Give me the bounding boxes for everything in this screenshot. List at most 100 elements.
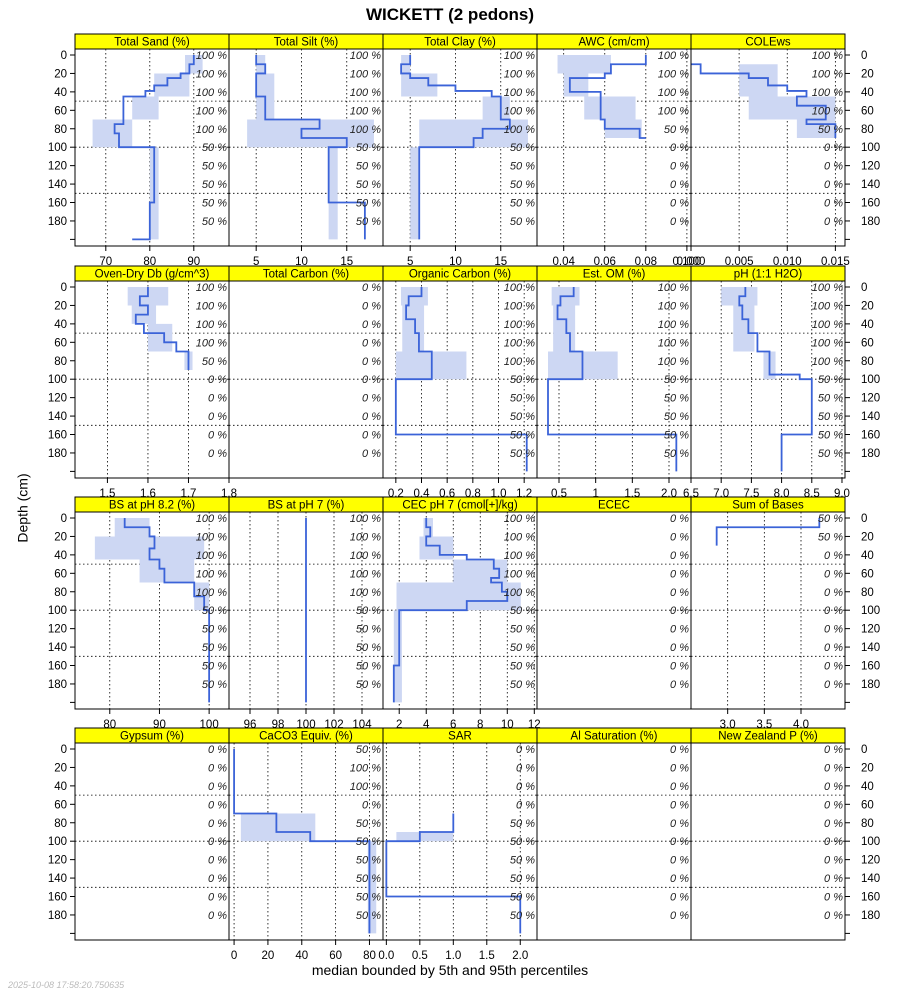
x-tick-label: 2 xyxy=(396,719,402,731)
percent-label: 0 % xyxy=(824,550,843,562)
median-line xyxy=(113,55,195,241)
y-tick-label: 20 xyxy=(861,68,874,80)
panel-title: COLEws xyxy=(745,37,791,49)
y-tick-label: 140 xyxy=(861,179,880,191)
percent-label: 0 % xyxy=(670,781,689,793)
y-tick-label: 40 xyxy=(54,781,67,793)
percent-label: 100 % xyxy=(350,568,381,580)
percent-label: 100 % xyxy=(196,50,227,62)
y-tick-label: 120 xyxy=(48,624,67,636)
percent-label: 0 % xyxy=(824,605,843,617)
percent-label: 50 % xyxy=(202,624,227,636)
percent-label: 0 % xyxy=(824,762,843,774)
panel-title: AWC (cm/cm) xyxy=(578,37,649,49)
y-tick-label: 0 xyxy=(61,50,67,62)
percent-label: 0 % xyxy=(208,836,227,848)
percent-label: 0 % xyxy=(824,873,843,885)
y-tick-label: 20 xyxy=(54,68,67,80)
percent-label: 50 % xyxy=(818,531,843,543)
percent-label: 100 % xyxy=(196,550,227,562)
percent-label: 50 % xyxy=(510,624,535,636)
y-tick-label: 180 xyxy=(48,679,67,691)
percent-label: 0 % xyxy=(670,818,689,830)
percent-label: 0 % xyxy=(362,319,381,331)
percent-label: 100 % xyxy=(504,319,535,331)
x-tick-label: 0 xyxy=(231,950,237,962)
panel-title: Sum of Bases xyxy=(732,500,804,512)
percent-label: 50 % xyxy=(510,892,535,904)
percent-label: 0 % xyxy=(208,818,227,830)
percent-label: 100 % xyxy=(812,105,843,117)
percent-label: 0 % xyxy=(670,179,689,191)
percent-label: 0 % xyxy=(824,892,843,904)
y-tick-label: 60 xyxy=(861,337,874,349)
x-tick-label: 0.06 xyxy=(594,256,616,268)
percent-label: 50 % xyxy=(818,124,843,136)
x-tick-label: 0.010 xyxy=(773,256,802,268)
percent-label: 100 % xyxy=(504,531,535,543)
x-tick-label: 0.005 xyxy=(725,256,754,268)
percent-label: 0 % xyxy=(824,744,843,756)
y-tick-label: 160 xyxy=(48,430,67,442)
y-tick-label: 180 xyxy=(861,679,880,691)
percent-label: 100 % xyxy=(504,50,535,62)
percent-label: 0 % xyxy=(824,216,843,228)
panel-title: Organic Carbon (%) xyxy=(409,269,511,281)
percent-label: 100 % xyxy=(658,337,689,349)
y-tick-label: 80 xyxy=(861,818,874,830)
percent-label: 0 % xyxy=(208,430,227,442)
x-tick-label: 10 xyxy=(449,256,462,268)
percent-label: 0 % xyxy=(670,142,689,154)
percent-label: 100 % xyxy=(504,337,535,349)
y-tick-label: 120 xyxy=(861,855,880,867)
y-tick-label: 80 xyxy=(54,818,67,830)
x-tick-label: 80 xyxy=(143,256,156,268)
percent-label: 0 % xyxy=(824,799,843,811)
percent-label: 0 % xyxy=(824,679,843,691)
percent-label: 100 % xyxy=(658,356,689,368)
percent-label: 100 % xyxy=(504,87,535,99)
y-tick-label: 40 xyxy=(54,87,67,99)
y-tick-label: 140 xyxy=(48,873,67,885)
percent-label: 0 % xyxy=(208,762,227,774)
y-tick-label: 140 xyxy=(861,642,880,654)
percent-label: 50 % xyxy=(356,818,381,830)
percent-label: 50 % xyxy=(356,836,381,848)
y-tick-label: 40 xyxy=(861,781,874,793)
percentile-band xyxy=(92,55,203,240)
percent-label: 50 % xyxy=(510,910,535,922)
percent-label: 0 % xyxy=(824,642,843,654)
y-tick-label: 120 xyxy=(861,393,880,405)
y-tick-label: 100 xyxy=(861,374,880,386)
panel-title: CaCO3 Equiv. (%) xyxy=(259,731,353,743)
percent-label: 0 % xyxy=(516,799,535,811)
x-tick-label: 1 xyxy=(592,488,598,500)
percent-label: 0 % xyxy=(824,910,843,922)
percent-label: 50 % xyxy=(356,910,381,922)
percent-label: 50 % xyxy=(202,642,227,654)
median-line xyxy=(400,55,511,240)
percent-label: 0 % xyxy=(362,799,381,811)
y-tick-label: 140 xyxy=(48,179,67,191)
percent-label: 0 % xyxy=(362,337,381,349)
x-tick-label: 5 xyxy=(407,256,413,268)
percent-label: 50 % xyxy=(510,216,535,228)
percentile-band xyxy=(396,831,454,842)
percent-label: 100 % xyxy=(812,282,843,294)
percent-label: 100 % xyxy=(658,282,689,294)
percent-label: 0 % xyxy=(362,430,381,442)
percent-label: 50 % xyxy=(510,855,535,867)
y-tick-label: 160 xyxy=(861,198,880,210)
y-tick-label: 180 xyxy=(861,910,880,922)
x-tick-label: 0.5 xyxy=(412,950,428,962)
median-line xyxy=(715,518,821,546)
y-tick-label: 180 xyxy=(861,448,880,460)
percent-label: 0 % xyxy=(208,910,227,922)
y-tick-label: 100 xyxy=(861,142,880,154)
median-line xyxy=(123,518,211,703)
percent-label: 0 % xyxy=(670,198,689,210)
percent-label: 50 % xyxy=(356,179,381,191)
x-tick-label: 1.5 xyxy=(479,950,495,962)
y-tick-label: 140 xyxy=(861,873,880,885)
y-tick-label: 140 xyxy=(48,642,67,654)
